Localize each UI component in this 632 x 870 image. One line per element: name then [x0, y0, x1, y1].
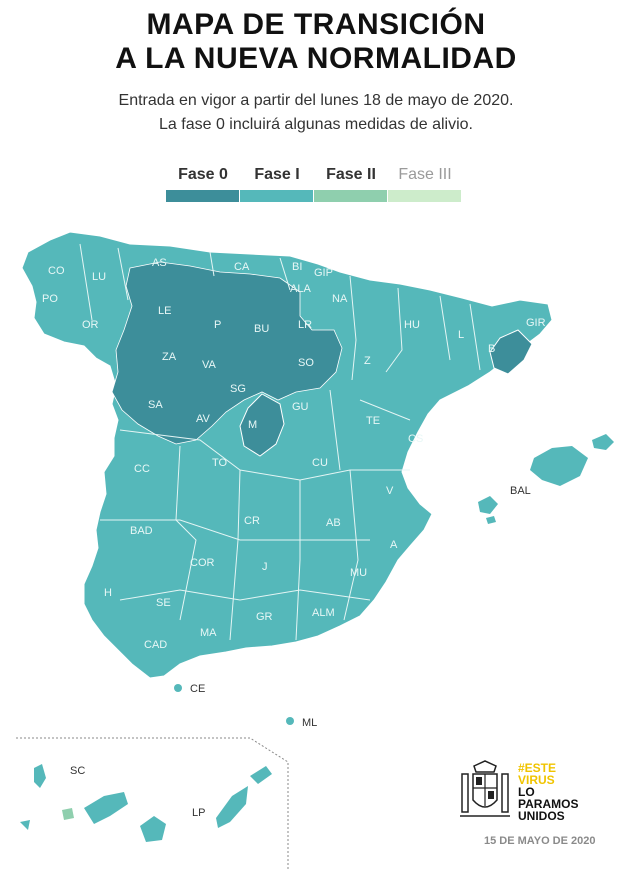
- canary-inset-frame: [16, 737, 289, 870]
- label-na: NA: [332, 293, 348, 305]
- label-lr: LR: [298, 319, 312, 331]
- fuerteventura-island: [216, 786, 248, 828]
- phase0-castilla-leon: [111, 261, 343, 445]
- label-gip: GIP: [314, 267, 333, 279]
- campaign-slogan: LO PARAMOS UNIDOS: [518, 785, 579, 823]
- label-ca: CA: [234, 261, 250, 273]
- label-ml: ML: [302, 717, 317, 729]
- label-mu: MU: [350, 567, 367, 579]
- label-alm: ALM: [312, 607, 335, 619]
- publication-date: 15 DE MAYO DE 2020: [484, 835, 596, 847]
- label-m: M: [248, 419, 257, 431]
- label-p: P: [214, 319, 221, 331]
- label-po: PO: [42, 293, 58, 305]
- label-va: VA: [202, 359, 217, 371]
- label-cu: CU: [312, 457, 328, 469]
- label-l: L: [458, 329, 464, 341]
- label-v: V: [386, 485, 394, 497]
- label-h: H: [104, 587, 112, 599]
- label-bad: BAD: [130, 525, 153, 537]
- ceuta-marker: [174, 684, 182, 692]
- subtitle-line-2: La fase 0 incluirá algunas medidas de al…: [159, 116, 473, 133]
- legend-swatch-fase-2: [314, 190, 387, 202]
- gran-canaria-island: [140, 816, 166, 842]
- subtitle-line-1: Entrada en vigor a partir del lunes 18 d…: [118, 92, 514, 109]
- label-ala: ALA: [290, 283, 311, 295]
- label-gr: GR: [256, 611, 273, 623]
- label-ce: CE: [190, 683, 205, 695]
- title-line-2: A LA NUEVA NORMALIDAD: [115, 42, 517, 75]
- label-ab: AB: [326, 517, 341, 529]
- label-cc: CC: [134, 463, 150, 475]
- label-sg: SG: [230, 383, 246, 395]
- formentera-island: [486, 516, 496, 524]
- la-gomera-island: [62, 808, 74, 820]
- label-sc: SC: [70, 765, 85, 777]
- phase-legend: Fase 0 Fase I Fase II Fase III: [166, 166, 462, 202]
- phase0-madrid: [239, 393, 285, 457]
- melilla-marker: [286, 717, 294, 725]
- label-cr: CR: [244, 515, 260, 527]
- label-gir: GIR: [526, 317, 546, 329]
- label-za: ZA: [162, 351, 177, 363]
- province-boundaries: [79, 243, 481, 641]
- legend-swatch-fase-1: [240, 190, 313, 202]
- label-hu: HU: [404, 319, 420, 331]
- label-so: SO: [298, 357, 314, 369]
- ibiza-island: [478, 496, 498, 514]
- mallorca-island: [530, 446, 588, 486]
- label-cor: COR: [190, 557, 215, 569]
- la-palma-island: [34, 764, 46, 788]
- label-j: J: [262, 561, 268, 573]
- lanzarote-island: [250, 766, 272, 784]
- legend-label-fase-3: Fase III: [398, 166, 452, 183]
- label-le: LE: [158, 305, 171, 317]
- legend-swatch-fase-0: [166, 190, 239, 202]
- label-bu: BU: [254, 323, 269, 335]
- label-or: OR: [82, 319, 99, 331]
- label-sa: SA: [148, 399, 163, 411]
- legend-swatch-fase-3: [388, 190, 461, 202]
- phase0-barcelona: [489, 329, 533, 375]
- label-co: CO: [48, 265, 65, 277]
- label-av: AV: [196, 413, 211, 425]
- legend-label-fase-1: Fase I: [254, 166, 300, 183]
- label-cs: CS: [408, 433, 423, 445]
- legend-label-fase-2: Fase II: [326, 166, 376, 183]
- label-a: A: [390, 539, 398, 551]
- label-ma: MA: [200, 627, 217, 639]
- label-to: TO: [212, 457, 228, 469]
- label-te: TE: [366, 415, 380, 427]
- spain-coat-of-arms-icon: [460, 760, 510, 817]
- campaign-hashtag: #ESTE VIRUS: [518, 761, 557, 787]
- label-gu: GU: [292, 401, 309, 413]
- label-lu: LU: [92, 271, 106, 283]
- el-hierro-island: [20, 820, 30, 830]
- label-cad: CAD: [144, 639, 167, 651]
- label-z: Z: [364, 355, 371, 367]
- label-lp: LP: [192, 807, 205, 819]
- menorca-island: [592, 434, 614, 450]
- legend-label-fase-0: Fase 0: [178, 166, 228, 183]
- label-bal: BAL: [510, 485, 531, 497]
- label-b: B: [488, 343, 495, 355]
- tenerife-island: [84, 792, 128, 824]
- label-bi: BI: [292, 261, 302, 273]
- title-line-1: MAPA DE TRANSICIÓN: [146, 8, 486, 41]
- label-as: AS: [152, 257, 167, 269]
- label-se: SE: [156, 597, 171, 609]
